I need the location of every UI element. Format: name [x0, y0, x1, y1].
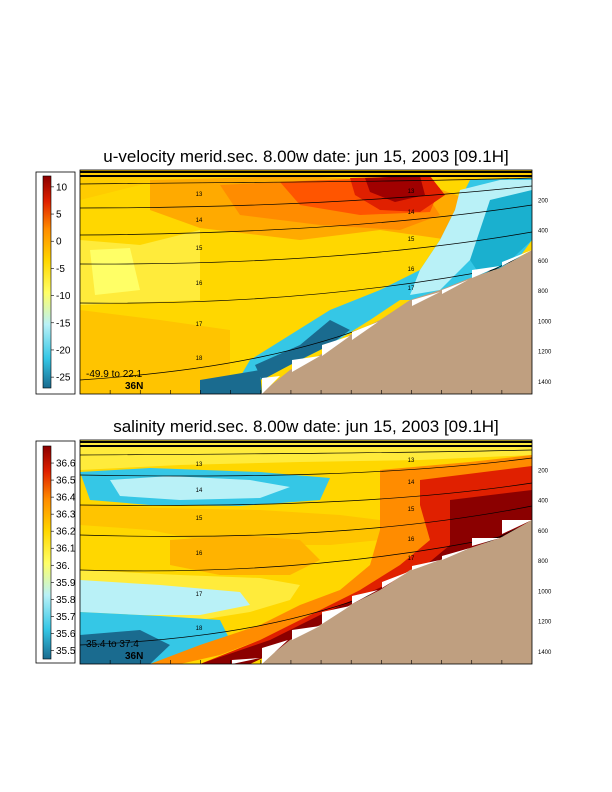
isopycnal-label: 15	[408, 237, 415, 243]
colorbar-tick-label: -10	[56, 291, 71, 302]
isopycnal-label: 16	[196, 551, 203, 557]
colorbar-tick-label: 36.	[56, 561, 70, 572]
isopycnal-label: 16	[196, 281, 203, 287]
colorbar-tick-label: 36.4	[56, 493, 76, 504]
colorbar-frame	[35, 171, 76, 395]
depth-tick-label: 1200	[538, 620, 552, 626]
colorbar-tick-label: 35.8	[56, 595, 76, 606]
isopycnal-label: 13	[196, 192, 203, 198]
panel-salinity: salinity merid.sec. 8.00w date: jun 15, …	[35, 417, 552, 665]
chart-title-salinity: salinity merid.sec. 8.00w date: jun 15, …	[113, 417, 499, 436]
bathymetry-u-velocity	[260, 250, 532, 394]
isopycnal-label: 14	[408, 210, 415, 216]
range-note-salinity: 35.4 to 37.4	[86, 639, 139, 650]
colorbar-tick-label: -5	[56, 264, 65, 275]
colorbar-tick-label: 36.5	[56, 476, 76, 487]
isopycnal-label: 14	[196, 218, 203, 224]
isopycnal-label: 14	[408, 480, 415, 486]
depth-tick-label: 600	[538, 529, 549, 535]
colorbar-tick-label: 36.2	[56, 527, 76, 538]
isopycnal-label: 16	[408, 537, 415, 543]
colorbar	[42, 175, 52, 389]
isopycnal-label: 16	[408, 267, 415, 273]
colorbar-tick-label: 0	[56, 237, 62, 248]
panel-u-velocity: u-velocity merid.sec. 8.00w date: jun 15…	[35, 147, 552, 395]
isopycnal-label: 17	[408, 286, 415, 292]
depth-tick-label: 600	[538, 259, 549, 265]
isopycnal-label: 14	[196, 488, 203, 494]
depth-tick-label: 800	[538, 559, 549, 565]
lat-note-u-velocity: 36N	[125, 381, 143, 392]
bathymetry-salinity	[260, 520, 532, 664]
chart-title-u-velocity: u-velocity merid.sec. 8.00w date: jun 15…	[103, 147, 508, 166]
colorbar-frame	[35, 440, 76, 664]
isopycnal-label: 17	[408, 556, 415, 562]
colorbar-tick-label: 36.6	[56, 459, 76, 470]
colorbar-tick-label: 35.6	[56, 629, 76, 640]
colorbar-tick-label: 35.7	[56, 612, 76, 623]
isopycnal-label: 18	[196, 356, 203, 362]
depth-tick-label: 200	[538, 468, 549, 474]
depth-tick-label: 1000	[538, 319, 552, 325]
plot-area-salinity: 13 13 14 14 15 15 16 16 17 17 18	[80, 440, 532, 664]
depth-tick-label: 400	[538, 229, 549, 235]
range-note-u-velocity: -49.9 to 22.1	[86, 369, 143, 380]
isopycnal-label: 13	[196, 462, 203, 468]
isopycnal-label: 15	[196, 246, 203, 252]
isopycnal-label: 15	[408, 507, 415, 513]
isopycnal-label: 17	[196, 322, 203, 328]
colorbar-tick-label: 36.3	[56, 510, 76, 521]
depth-tick-label: 200	[538, 198, 549, 204]
isopycnal-label: 17	[196, 592, 203, 598]
isopycnal-label: 13	[408, 189, 415, 195]
depth-tick-label: 1000	[538, 589, 552, 595]
isopycnal-label: 18	[196, 626, 203, 632]
isopycnal-label: 15	[196, 516, 203, 522]
isopycnal-label: 13	[408, 458, 415, 464]
depth-tick-label: 1200	[538, 350, 552, 356]
plot-frame-u-velocity	[79, 169, 533, 395]
colorbar-tick-label: -15	[56, 318, 71, 329]
depth-tick-label: 1400	[538, 650, 552, 656]
lat-note-salinity: 36N	[125, 651, 143, 662]
colorbar-tick-label: 5	[56, 210, 62, 221]
colorbar-tick-label: 35.5	[56, 646, 76, 657]
colorbar-tick-label: 35.9	[56, 578, 76, 589]
depth-tick-label: 400	[538, 499, 549, 505]
plot-frame-salinity	[79, 439, 533, 665]
colorbar-tick-label: -25	[56, 373, 71, 384]
colorbar-tick-label: 36.1	[56, 544, 76, 555]
plot-area-u-velocity: 13 13 14 14 15 15 16 16 17 17 18	[80, 170, 532, 394]
depth-tick-label: 800	[538, 289, 549, 295]
depth-tick-label: 1400	[538, 380, 552, 386]
colorbar	[42, 445, 52, 660]
colorbar-tick-label: 10	[56, 182, 68, 193]
colorbar-tick-label: -20	[56, 345, 71, 356]
